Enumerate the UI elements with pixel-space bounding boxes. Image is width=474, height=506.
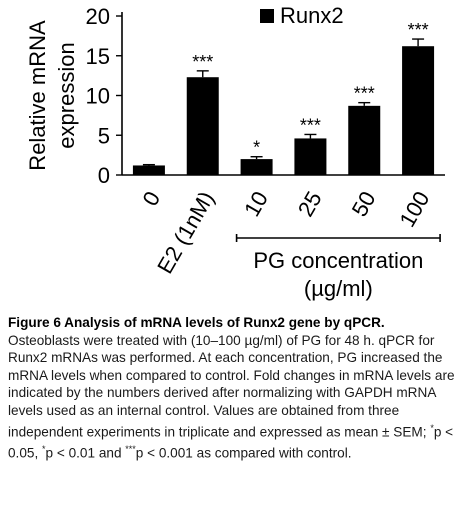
caption-p1: p < 0.05,: [8, 424, 454, 461]
y-tick-label: 0: [98, 163, 110, 188]
caption-body: Osteoblasts were treated with (10–100 µg…: [8, 332, 470, 462]
bar: [240, 159, 273, 175]
y-axis-label: Relative mRNA expression: [25, 20, 79, 171]
caption-p2: p < 0.01 and: [45, 445, 126, 461]
bar: [402, 46, 435, 176]
caption-p3: p < 0.001 as compared with control.: [135, 445, 352, 461]
group-bracket: PG concentration (µg/ml): [235, 234, 441, 301]
bar: [186, 77, 219, 175]
group-label-line-1: PG concentration: [253, 248, 423, 273]
figure-caption: Figure 6 Analysis of mRNA levels of Runx…: [8, 314, 470, 462]
x-tick-label: 10: [239, 187, 273, 221]
y-tick-label: 20: [86, 4, 110, 29]
caption-sup-2: *: [42, 443, 46, 454]
y-axis-label-line-1: Relative mRNA: [25, 20, 50, 171]
x-tick-label: 50: [347, 187, 381, 221]
bar: [348, 105, 381, 175]
group-label-line-2: (µg/ml): [304, 276, 373, 301]
chart-bars: *************: [132, 20, 435, 176]
x-tick-label: 25: [293, 187, 327, 221]
caption-sup-3: ***: [125, 443, 136, 454]
caption-sup-1: *: [430, 422, 434, 433]
caption-text: Osteoblasts were treated with (10–100 µg…: [8, 332, 455, 440]
chart-legend: Runx2: [260, 3, 344, 28]
legend-swatch: [260, 9, 274, 23]
y-tick-label: 5: [98, 123, 110, 148]
bar: [294, 138, 327, 175]
y-axis-label-line-2: expression: [54, 42, 79, 148]
bar: [132, 165, 165, 175]
significance-label: *: [253, 138, 260, 158]
x-tick-label: 100: [394, 187, 434, 231]
legend-label: Runx2: [280, 3, 344, 28]
y-tick-label: 10: [86, 84, 110, 109]
x-tick-label: 0: [137, 187, 165, 210]
significance-label: ***: [300, 115, 321, 135]
y-tick-label: 15: [86, 44, 110, 69]
significance-label: ***: [354, 84, 375, 104]
significance-label: ***: [192, 52, 213, 72]
chart-axes: 0 5 10 15 20: [86, 4, 445, 188]
caption-title: Figure 6 Analysis of mRNA levels of Runx…: [8, 315, 385, 330]
significance-label: ***: [408, 20, 429, 40]
